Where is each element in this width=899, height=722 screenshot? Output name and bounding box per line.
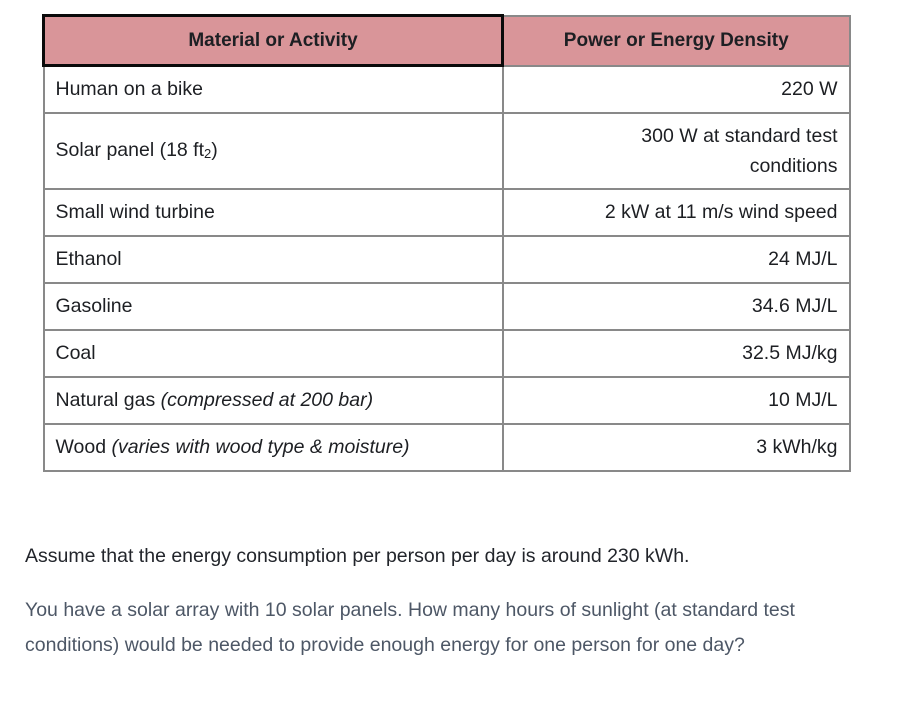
material-cell: Solar panel (18 ft2) xyxy=(42,111,504,190)
table-row: Wood (varies with wood type & moisture) … xyxy=(42,422,851,472)
material-note: (varies with wood type & moisture) xyxy=(111,435,410,458)
value-cell: 3 kWh/kg xyxy=(501,422,851,472)
material-subscript: 2 xyxy=(204,146,212,162)
table-header: Material or Activity Power or Energy Den… xyxy=(42,14,851,67)
table-row: Solar panel (18 ft2) 300 W at standard t… xyxy=(42,111,851,190)
material-text: Wood xyxy=(55,435,112,458)
material-text: Small wind turbine xyxy=(55,200,215,223)
table-row: Human on a bike 220 W xyxy=(42,64,851,114)
column-header-power-density: Power or Energy Density xyxy=(501,14,851,67)
value-text: 220 W xyxy=(781,77,838,100)
material-cell: Ethanol xyxy=(42,234,504,284)
value-cell: 34.6 MJ/L xyxy=(501,281,851,331)
material-text: Gasoline xyxy=(55,294,133,317)
table-row: Small wind turbine 2 kW at 11 m/s wind s… xyxy=(42,187,851,237)
value-text: 34.6 MJ/L xyxy=(751,295,838,318)
material-cell: Gasoline xyxy=(42,281,504,331)
value-text: 32.5 MJ/kg xyxy=(742,342,838,365)
material-text: Ethanol xyxy=(55,247,122,270)
value-cell: 2 kW at 11 m/s wind speed xyxy=(501,187,851,237)
material-cell: Natural gas (compressed at 200 bar) xyxy=(42,375,504,425)
value-text: 300 W at standard test conditions xyxy=(641,124,838,177)
material-after: ) xyxy=(211,139,218,162)
value-text: 2 kW at 11 m/s wind speed xyxy=(604,201,838,224)
material-cell: Human on a bike xyxy=(42,64,504,114)
value-text: 10 MJ/L xyxy=(768,389,838,412)
table-row: Natural gas (compressed at 200 bar) 10 M… xyxy=(42,375,851,425)
table-row: Gasoline 34.6 MJ/L xyxy=(42,281,851,331)
column-header-material: Material or Activity xyxy=(42,14,504,67)
table-body: Human on a bike 220 W Solar panel (18 ft… xyxy=(42,64,851,472)
material-text: Solar panel (18 ft xyxy=(55,139,205,162)
material-cell: Coal xyxy=(42,328,504,378)
value-cell: 220 W xyxy=(501,64,851,114)
material-text: Coal xyxy=(55,341,96,364)
assumption-text: Assume that the energy consumption per p… xyxy=(25,544,690,567)
material-cell: Wood (varies with wood type & moisture) xyxy=(42,422,504,472)
energy-density-table: Material or Activity Power or Energy Den… xyxy=(42,14,851,472)
material-cell: Small wind turbine xyxy=(42,187,504,237)
value-cell: 32.5 MJ/kg xyxy=(501,328,851,378)
table-header-row: Material or Activity Power or Energy Den… xyxy=(42,14,851,67)
material-note: (compressed at 200 bar) xyxy=(160,388,374,411)
value-text: 3 kWh/kg xyxy=(756,436,838,459)
table-row: Coal 32.5 MJ/kg xyxy=(42,328,851,378)
value-cell: 10 MJ/L xyxy=(501,375,851,425)
question-text: You have a solar array with 10 solar pan… xyxy=(25,599,795,657)
value-text: 24 MJ/L xyxy=(768,248,838,271)
value-cell: 24 MJ/L xyxy=(501,234,851,284)
material-text: Human on a bike xyxy=(55,77,203,100)
value-cell: 300 W at standard test conditions xyxy=(501,111,851,190)
table-row: Ethanol 24 MJ/L xyxy=(42,234,851,284)
material-text: Natural gas xyxy=(55,388,161,411)
